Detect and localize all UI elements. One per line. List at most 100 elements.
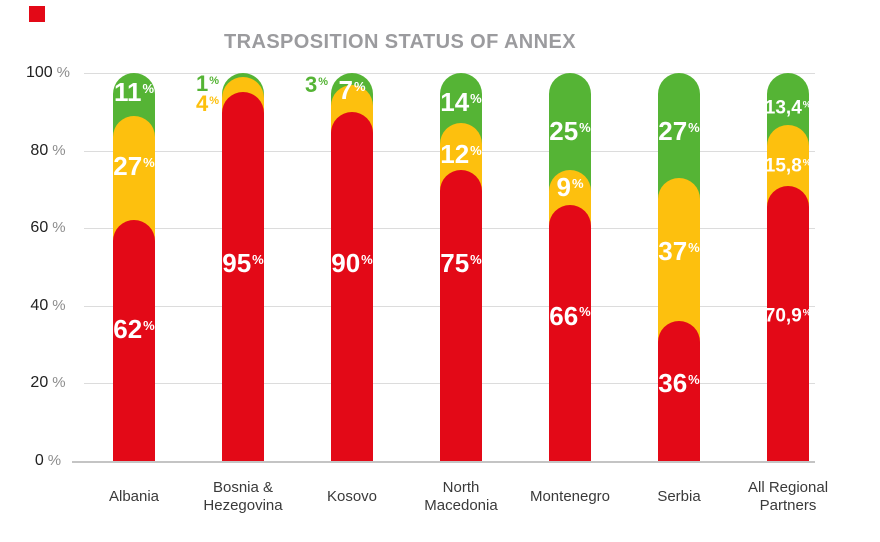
percent-sign: %	[361, 252, 373, 268]
chart-title: TRASPOSITION STATUS OF ANNEX	[224, 31, 576, 53]
bar-value: 70,9	[764, 305, 802, 326]
category-label-albania: Albania	[109, 488, 159, 506]
percent-sign: %	[209, 75, 219, 88]
bar-value: 15,8	[764, 155, 802, 177]
percent-sign: %	[688, 240, 700, 256]
bar-value-label: 4%	[196, 93, 219, 115]
bar-value-label: 27%	[113, 153, 154, 179]
bar-value-label: 12%	[440, 141, 481, 167]
category-label-montenegro: Montenegro	[530, 488, 610, 506]
category-label-line: Bosnia &	[212, 479, 274, 496]
percent-sign: %	[52, 219, 66, 237]
bar-value-label: 13,4%	[765, 98, 811, 117]
y-tick-value: 0	[34, 452, 44, 469]
bar-value: 25	[549, 116, 579, 147]
bar-value-label: 66%	[549, 303, 590, 329]
bar-value: 13,4	[764, 97, 802, 119]
bar-value-label: 1%	[196, 72, 219, 95]
percent-sign: %	[353, 79, 366, 95]
category-label-line: Kosovo	[326, 488, 378, 505]
bar-value: 66	[549, 300, 579, 331]
bar-value: 11	[113, 77, 142, 108]
y-tick-value: 60	[30, 219, 49, 237]
category-label-bosnia-hezegovina: Bosnia & Hezegovina	[203, 479, 282, 515]
bar-value: 12	[440, 139, 470, 170]
percent-sign: %	[470, 143, 482, 159]
percent-sign: %	[143, 318, 155, 334]
bar-value: 9	[556, 172, 571, 203]
category-label-line: Serbia	[657, 488, 701, 505]
bar-segment-red	[440, 170, 482, 461]
bar-segment-red	[113, 220, 155, 461]
bar-value-label: 36%	[658, 370, 699, 396]
category-label-serbia: Serbia	[657, 488, 700, 506]
bar-value: 90	[331, 248, 361, 279]
y-tick-label: 40%	[18, 297, 78, 315]
bar-value: 3	[304, 71, 318, 97]
bar-value: 27	[658, 116, 688, 147]
red-corner-mark	[29, 6, 45, 22]
percent-sign: %	[579, 304, 591, 320]
bar-value-label: 75%	[440, 250, 481, 276]
bar-value: 14	[440, 87, 470, 118]
bar-value-label: 70,9%	[765, 306, 811, 325]
bar-value-label: 14%	[440, 89, 481, 115]
category-label-line: Hezegovina	[203, 497, 283, 514]
bar-all-regional-partners: 70,9% 15,8% 13,4% All Regional Partners	[748, 73, 828, 514]
y-tick-value: 100	[25, 64, 53, 81]
percent-sign: %	[470, 252, 482, 268]
x-axis-line	[72, 461, 815, 463]
percent-sign: %	[52, 296, 66, 314]
bar-value-label: 27%	[658, 118, 699, 144]
bar-value-label: 3%	[304, 71, 328, 97]
bar-serbia: 36% 37% 27% Serbia	[657, 73, 701, 505]
percent-sign: %	[143, 155, 155, 171]
plot-area: 100% 80% 60% 40% 20% 0% 62% 27% 11% Albania 95% 4% 1…	[0, 64, 880, 514]
bar-value: 4	[195, 91, 209, 117]
bar-value-label: 11%	[114, 79, 154, 105]
percent-sign: %	[252, 252, 264, 268]
bar-segment-red	[767, 185, 809, 461]
percent-sign: %	[802, 307, 812, 319]
percent-sign: %	[470, 91, 482, 107]
y-gridline	[84, 73, 815, 74]
bar-value: 7	[338, 75, 353, 106]
category-label-line: North	[442, 479, 480, 496]
bar-segment-red	[549, 204, 591, 461]
category-label-line: All Regional	[747, 479, 829, 496]
y-tick-value: 80	[30, 141, 49, 159]
percent-sign: %	[56, 64, 71, 81]
bar-value: 37	[658, 236, 688, 267]
percent-sign: %	[318, 75, 328, 88]
bar-north-macedonia: 75% 12% 14% North Macedonia	[424, 73, 498, 514]
category-label-line: Albania	[108, 488, 160, 505]
bar-value-label: 7%	[338, 77, 365, 103]
percent-sign: %	[209, 95, 219, 108]
bar-value-label: 9%	[556, 174, 583, 200]
percent-sign: %	[571, 176, 584, 192]
bar-segment-red	[658, 321, 700, 461]
bar-kosovo: 90% 7% 3% Kosovo	[305, 73, 377, 505]
bar-value: 95	[222, 248, 252, 279]
bar-value: 27	[113, 151, 143, 182]
percent-sign: %	[52, 374, 66, 392]
bar-value-label: 62%	[113, 316, 154, 342]
category-label-line: Macedonia	[424, 497, 498, 514]
percent-sign: %	[688, 120, 700, 136]
bar-segment-red	[222, 92, 264, 461]
bar-montenegro: 66% 9% 25% Montenegro	[530, 73, 610, 505]
bar-albania: 62% 27% 11% Albania	[109, 73, 159, 505]
bar-value: 36	[658, 368, 688, 399]
percent-sign: %	[802, 157, 812, 169]
y-tick-label: 0%	[18, 452, 78, 470]
y-tick-label: 60%	[18, 219, 78, 237]
category-label-line: Partners	[759, 497, 817, 514]
y-tick-label: 20%	[18, 374, 78, 392]
bar-value-label: 95%	[222, 250, 263, 276]
y-tick-value: 20	[30, 374, 49, 392]
bar-bosnia-hezegovina: 95% 4% 1% Bosnia & Hezegovina	[196, 72, 283, 514]
percent-sign: %	[688, 372, 700, 388]
percent-sign: %	[47, 452, 62, 469]
y-tick-value: 40	[30, 296, 49, 314]
